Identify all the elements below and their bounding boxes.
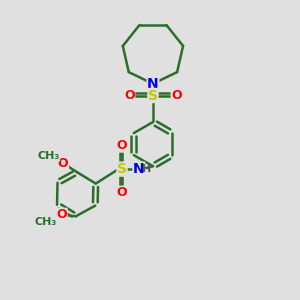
Text: O: O — [56, 208, 67, 221]
Text: S: S — [148, 88, 158, 103]
Text: O: O — [117, 186, 127, 199]
Text: N: N — [133, 162, 145, 176]
Text: S: S — [117, 162, 127, 176]
Text: O: O — [117, 139, 127, 152]
Text: O: O — [58, 157, 68, 170]
Text: CH₃: CH₃ — [34, 217, 57, 227]
Text: N: N — [147, 77, 159, 91]
Text: O: O — [124, 89, 135, 102]
Text: O: O — [171, 89, 182, 102]
Text: H: H — [142, 164, 152, 174]
Text: CH₃: CH₃ — [37, 151, 59, 161]
